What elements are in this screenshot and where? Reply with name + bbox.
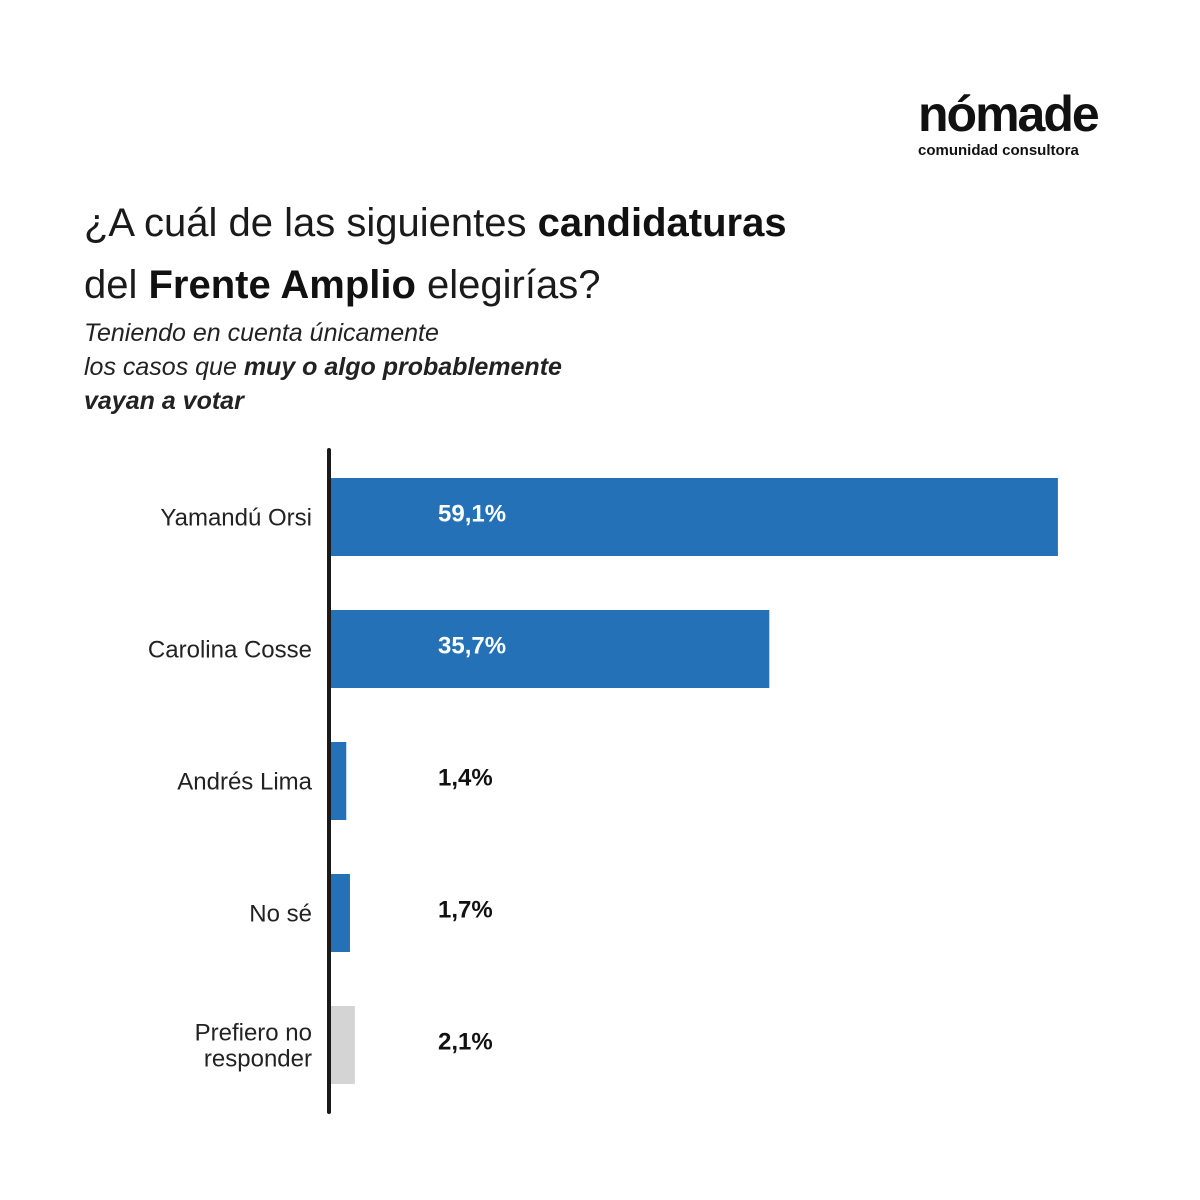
category-label-1: Yamandú Orsi bbox=[160, 504, 312, 531]
title-line-2: del Frente Amplio elegirías? bbox=[84, 254, 1084, 316]
brand-tagline: comunidad consultora bbox=[918, 142, 1079, 159]
title-text-3: elegirías? bbox=[415, 263, 601, 307]
brand-logo: nómade comunidad consultora bbox=[918, 88, 1118, 159]
value-label-3: 1,4% bbox=[438, 764, 493, 791]
chart-title: ¿A cuál de las siguientes candidaturas d… bbox=[84, 192, 1084, 316]
value-label-5: 2,1% bbox=[438, 1028, 493, 1055]
value-label-2: 35,7% bbox=[438, 632, 506, 659]
category-label-2: Carolina Cosse bbox=[148, 636, 312, 663]
title-text-1: ¿A cuál de las siguientes bbox=[84, 201, 538, 245]
chart-subtitle: Teniendo en cuenta únicamente los casos … bbox=[84, 316, 784, 418]
title-bold-2: Frente Amplio bbox=[148, 263, 416, 307]
bar-3 bbox=[329, 742, 347, 820]
title-line-1: ¿A cuál de las siguientes candidaturas bbox=[84, 192, 1084, 254]
subtitle-line-2: los casos que muy o algo probablemente bbox=[84, 350, 784, 384]
value-label-4: 1,7% bbox=[438, 896, 493, 923]
subtitle-text-2: los casos que bbox=[84, 353, 244, 381]
subtitle-line-1: Teniendo en cuenta únicamente bbox=[84, 319, 439, 347]
category-label-5-line-2: responder bbox=[204, 1045, 312, 1072]
category-label-5-line-1: Prefiero no bbox=[195, 1019, 312, 1046]
bar-5 bbox=[329, 1006, 355, 1084]
title-bold-1: candidaturas bbox=[537, 201, 787, 245]
subtitle-bold-3: vayan a votar bbox=[84, 387, 244, 415]
subtitle-bold-2: muy o algo probablemente bbox=[243, 353, 562, 381]
title-text-2: del bbox=[84, 263, 149, 307]
category-label-3: Andrés Lima bbox=[177, 768, 312, 795]
category-label-4: No sé bbox=[249, 900, 312, 927]
bar-1 bbox=[329, 478, 1058, 556]
brand-name: nómade bbox=[918, 86, 1100, 142]
bar-4 bbox=[329, 874, 350, 952]
bar-2 bbox=[329, 610, 770, 688]
value-label-1: 59,1% bbox=[438, 500, 506, 527]
subtitle-line-3: vayan a votar bbox=[84, 384, 784, 418]
